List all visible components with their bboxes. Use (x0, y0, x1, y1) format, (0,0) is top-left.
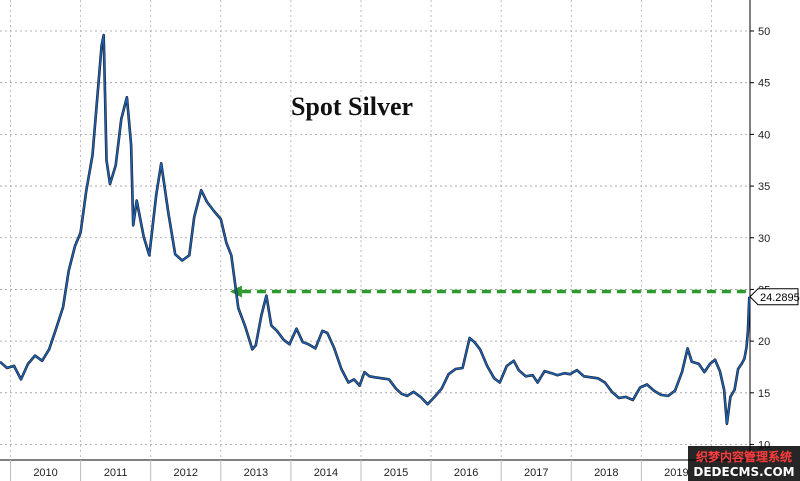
y-tick-label: 15 (758, 388, 770, 400)
series-line (0, 34, 751, 425)
x-tick-label: 2012 (174, 467, 198, 479)
x-tick-label: 2019 (664, 467, 688, 479)
last-value-box (749, 288, 799, 306)
y-tick-label: 40 (758, 129, 770, 141)
x-tick-label: 2010 (33, 467, 57, 479)
y-tick-label: 30 (758, 233, 770, 245)
x-tick-label: 2014 (314, 467, 338, 479)
svg-text:DEDECMS.COM: DEDECMS.COM (693, 465, 794, 479)
x-tick-label: 2013 (244, 467, 268, 479)
horizontal-gridlines (0, 30, 750, 445)
y-tick-label: 20 (758, 336, 770, 348)
y-tick-label: 35 (758, 181, 770, 193)
x-tick-label: 2016 (454, 467, 478, 479)
y-tick-label: 45 (758, 78, 770, 90)
chart-title: Spot Silver (291, 92, 413, 121)
x-tick-label: 2017 (524, 467, 548, 479)
watermark: 织梦内容管理系统 DEDECMS.COM (688, 446, 800, 481)
x-tick-label: 2018 (594, 467, 618, 479)
x-tick-label: 2011 (104, 467, 128, 479)
last-value-label: 24.2895 (760, 292, 800, 304)
last-value-marker: 24.2895 (749, 288, 800, 306)
svg-text:织梦内容管理系统: 织梦内容管理系统 (696, 449, 792, 464)
y-tick-label: 50 (758, 26, 770, 38)
x-tick-label: 2015 (384, 467, 408, 479)
price-series (0, 33, 751, 426)
